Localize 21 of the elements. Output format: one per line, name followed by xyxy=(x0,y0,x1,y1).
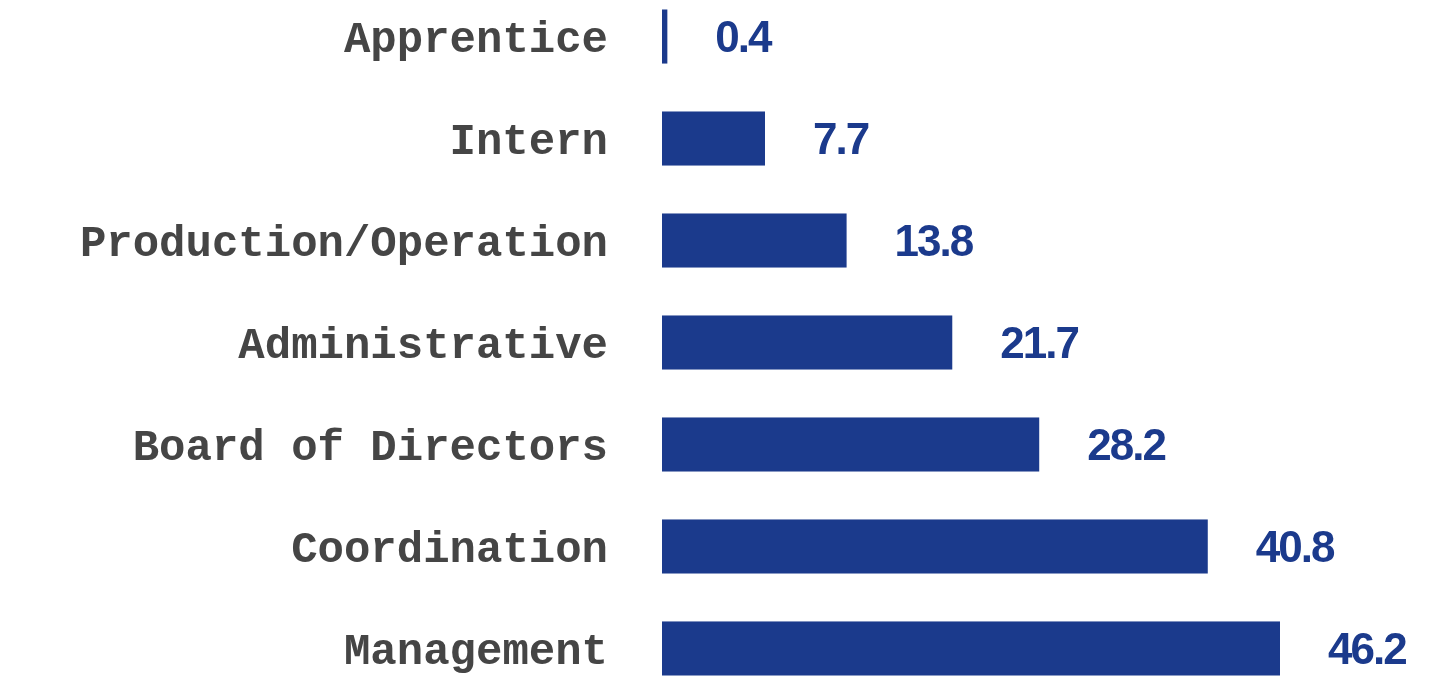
bar xyxy=(662,111,765,166)
bar xyxy=(662,213,847,268)
y-tick-label: Management xyxy=(343,626,608,677)
y-tick-label: Production/Operation xyxy=(79,218,608,269)
data-label: 7.7 xyxy=(813,113,869,163)
bar xyxy=(662,315,953,370)
data-label: 13.8 xyxy=(894,215,974,265)
y-tick-label: Apprentice xyxy=(343,14,608,65)
y-tick-label: Board of Directors xyxy=(132,422,608,473)
data-label: 0.4 xyxy=(715,11,774,61)
data-label: 21.7 xyxy=(1000,317,1079,367)
bar xyxy=(662,621,1280,676)
bar xyxy=(662,519,1208,574)
bar xyxy=(662,417,1040,472)
data-label: 40.8 xyxy=(1255,521,1335,571)
data-label: 46.2 xyxy=(1328,623,1407,673)
data-label: 28.2 xyxy=(1087,419,1166,469)
y-tick-label: Administrative xyxy=(238,320,608,371)
y-tick-label: Coordination xyxy=(291,524,608,575)
y-tick-label: Intern xyxy=(449,116,608,167)
bar xyxy=(662,9,668,64)
